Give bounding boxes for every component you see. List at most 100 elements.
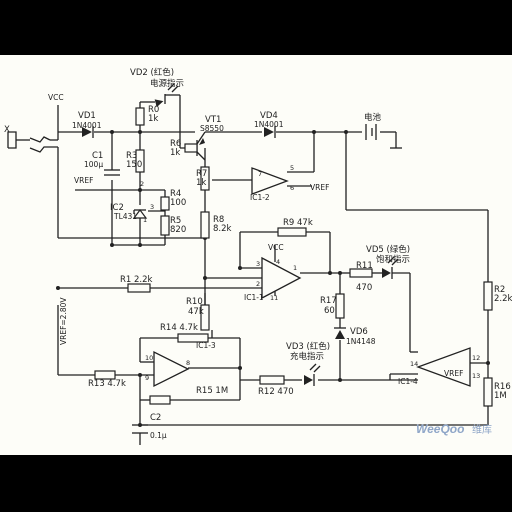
- wires: [7, 94, 489, 445]
- resistor-r6: [184, 143, 198, 153]
- transistor-vt1: [196, 131, 206, 161]
- vd4-type: 1N4001: [254, 120, 284, 129]
- r6-label: R6: [170, 139, 181, 149]
- vd6-type: 1N4148: [346, 337, 376, 346]
- opamp-ic1-2: [251, 167, 289, 195]
- vd6-label: VD6: [350, 327, 368, 337]
- r11-value: 470: [356, 283, 372, 293]
- r7-value: 1k: [196, 178, 206, 188]
- pin-2: 2: [140, 180, 144, 188]
- resistor-r14: [177, 333, 209, 343]
- vt1-label: VT1: [205, 115, 221, 125]
- r13-label: R13 4.7k: [88, 379, 126, 389]
- r10-value: 47k: [188, 307, 204, 317]
- r7-label: R7: [196, 169, 207, 179]
- pin-11: 11: [270, 294, 278, 302]
- led-vd5: [382, 256, 399, 279]
- ic2-label: IC2: [110, 203, 124, 213]
- ic1-3-label: IC1-3: [196, 341, 216, 350]
- r4-value: 100: [170, 198, 186, 208]
- vref-eq-label: VREF=2.80V: [59, 297, 68, 345]
- r9-label: R9 47k: [283, 218, 313, 228]
- vcc-mid-label: VCC: [268, 243, 284, 252]
- pin-1: 1: [143, 216, 147, 224]
- opamp-ic1-4: [416, 347, 471, 387]
- r1-label: R1 2.2k: [120, 275, 153, 285]
- ic2-type: TL431: [113, 212, 137, 221]
- pin-13: 13: [472, 372, 480, 380]
- r16-value: 1M: [494, 391, 507, 401]
- pin-8: 8: [186, 359, 190, 367]
- r8-value: 8.2k: [213, 224, 232, 234]
- vref-left-label: VREF: [74, 176, 93, 185]
- r17-label: R17: [320, 296, 337, 306]
- vd5-label: VD5 (绿色): [366, 244, 410, 255]
- diode-vd4: [264, 126, 276, 138]
- resistor-r5: [160, 215, 170, 236]
- watermark-brand: WeeQoo: [416, 422, 464, 436]
- vd2-label: VD2 (红色): [130, 67, 174, 78]
- r12-label: R12 470: [258, 387, 294, 397]
- vd5-desc: 饱和指示: [376, 254, 410, 265]
- r3-value: 150: [126, 160, 142, 170]
- ic1-1-label: IC1-1: [244, 293, 264, 302]
- pin-10: 10: [145, 354, 153, 362]
- resistor-r17: [335, 293, 345, 319]
- vd4-label: VD4: [260, 111, 278, 121]
- r2-label: R2: [494, 285, 505, 295]
- c2-label: C2: [150, 413, 161, 423]
- led-vd3: [304, 363, 321, 386]
- resistor-r15: [149, 395, 171, 405]
- resistor-r8: [200, 211, 210, 239]
- vref-ic12-label: VREF: [310, 183, 329, 192]
- pin-4: 4: [276, 258, 280, 266]
- c1-value: 100μ: [84, 160, 103, 169]
- pin-2b: 2: [256, 280, 260, 288]
- resistor-r16: [483, 377, 493, 407]
- schematic-paper: [0, 55, 512, 455]
- pin-5: 5: [290, 164, 294, 172]
- pin-14: 14: [410, 360, 418, 368]
- resistor-r10: [200, 304, 210, 331]
- pin-3b: 3: [256, 260, 260, 268]
- r10-label: R10: [186, 297, 203, 307]
- r5-value: 820: [170, 225, 186, 235]
- pin-3: 3: [150, 203, 154, 211]
- vcc-top-label: VCC: [48, 93, 64, 102]
- diode-vd1: [82, 126, 94, 138]
- vt1-type: S8550: [200, 124, 224, 133]
- r17-value: 60: [324, 306, 335, 316]
- opamp-ic1-1: [261, 256, 302, 300]
- capacitor-c1: [104, 169, 120, 176]
- watermark: WeeQoo 维库: [416, 422, 492, 436]
- r6-value: 1k: [170, 148, 180, 158]
- resistor-r13: [94, 370, 116, 380]
- resistor-r0: [135, 107, 145, 126]
- resistor-r3: [135, 149, 145, 173]
- resistor-r7: [200, 166, 210, 191]
- r0-label: R0: [148, 105, 159, 115]
- pin-1b: 1: [293, 264, 297, 272]
- opamp-ic1-3: [153, 350, 190, 388]
- r16-label: R16: [494, 382, 511, 392]
- r3-label: R3: [126, 151, 137, 161]
- resistor-r11: [349, 268, 373, 278]
- r5-label: R5: [170, 216, 181, 226]
- battery-label: 电池: [364, 112, 382, 123]
- vd3-desc: 充电指示: [290, 351, 324, 362]
- diode-vd6: [334, 327, 346, 339]
- capacitor-c2: [132, 424, 148, 434]
- r0-value: 1k: [148, 114, 158, 124]
- resistor-r12: [259, 375, 285, 385]
- led-vd2: [154, 83, 179, 108]
- resistor-r4: [160, 196, 170, 211]
- r8-label: R8: [213, 215, 224, 225]
- pin-12: 12: [472, 354, 480, 362]
- r15-label: R15 1M: [196, 386, 228, 396]
- resistor-r2: [483, 281, 493, 311]
- r14-label: R14 4.7k: [160, 323, 198, 333]
- r2-value: 2.2k: [494, 294, 512, 304]
- r11-label: R11: [356, 261, 373, 271]
